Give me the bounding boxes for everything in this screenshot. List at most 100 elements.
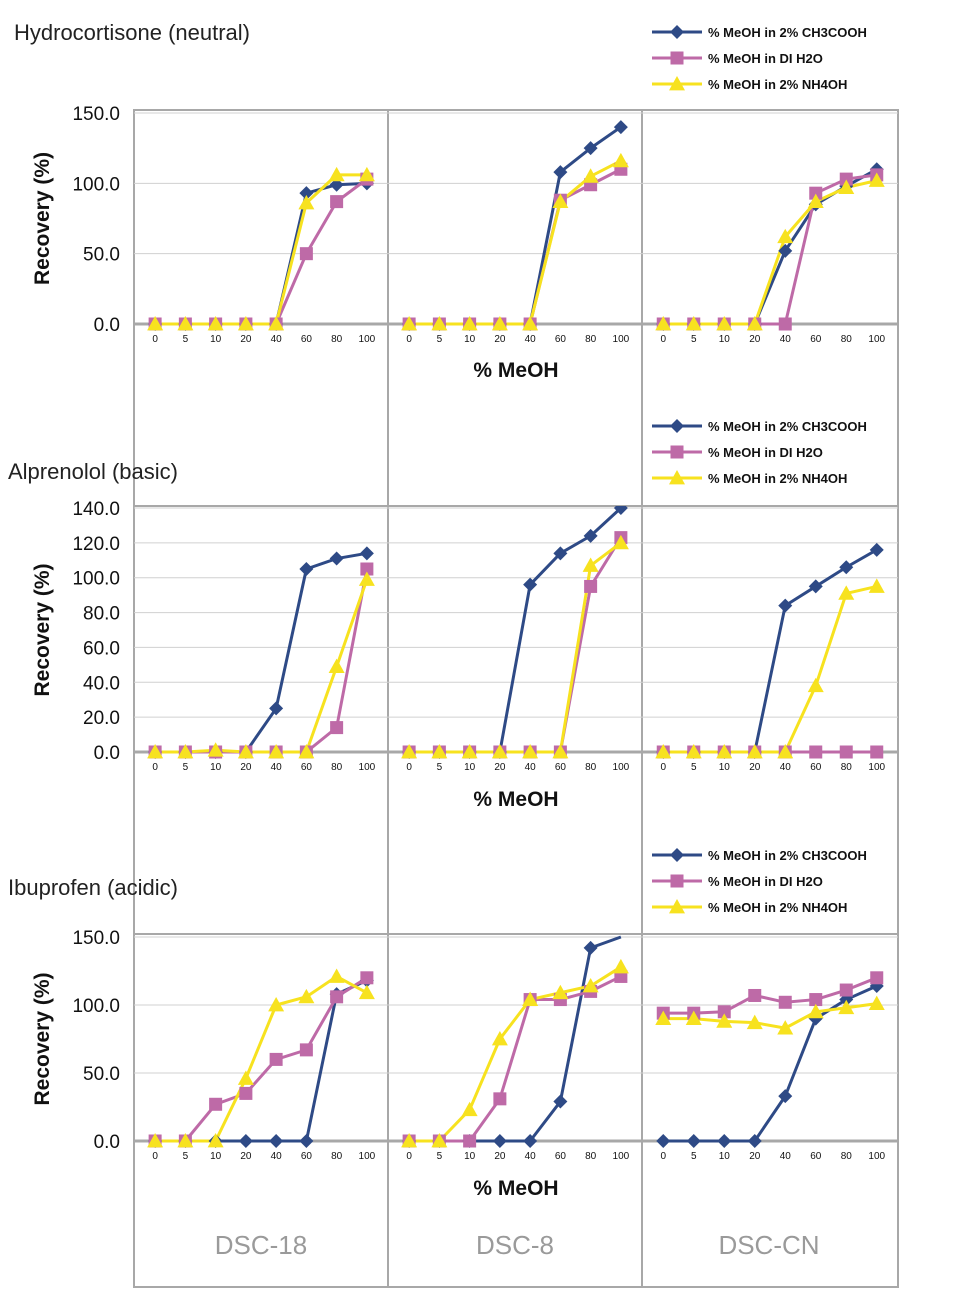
alprenolol-legend: % MeOH in 2% CH3COOH % MeOH in DI H2O % Me…	[652, 419, 867, 486]
y-tick-label: 120.0	[72, 534, 120, 555]
x-tick-label: 40	[525, 1151, 537, 1162]
legend-label-nh4oh: % MeOH in 2% NH4OH	[708, 77, 847, 92]
data-point-ch3cooh	[523, 577, 538, 592]
data-point-nh4oh	[746, 316, 763, 331]
data-point-nh4oh	[655, 316, 672, 331]
data-point-nh4oh	[491, 744, 508, 759]
data-point-ch3cooh	[583, 141, 598, 156]
y-tick-label: 0.0	[94, 743, 120, 764]
data-point-ch3cooh	[869, 542, 884, 557]
x-tick-label: 5	[183, 762, 189, 773]
x-tick-label: 20	[494, 1151, 506, 1162]
legend-marker-ch3cooh	[670, 25, 684, 39]
data-point-ch3cooh	[583, 528, 598, 543]
legend-label-nh4oh: % MeOH in 2% NH4OH	[708, 471, 847, 486]
x-tick-label: 100	[359, 334, 376, 345]
data-point-nh4oh	[268, 997, 285, 1012]
data-point-nh4oh	[358, 166, 375, 182]
legend-label-ch3cooh: % MeOH in 2% CH3COOH	[708, 25, 867, 40]
x-tick-label: 60	[810, 1151, 822, 1162]
data-point-nh4oh	[838, 585, 855, 600]
x-tick-label: 5	[437, 762, 443, 773]
ibuprofen-panel-dsc-cn: 0 5 10 20 40 60 80 100	[655, 971, 886, 1162]
data-point-di-h2o	[839, 172, 853, 186]
legend-marker-nh4oh	[669, 76, 685, 91]
alprenolol-x-axis-label: % MeOH	[473, 788, 558, 811]
legend-marker-di-h2o	[670, 445, 684, 459]
x-tick-label: 80	[331, 1151, 343, 1162]
data-point-di-h2o	[463, 1134, 477, 1148]
data-point-ch3cooh	[686, 1134, 701, 1148]
data-point-nh4oh	[807, 677, 824, 693]
series-group	[655, 542, 885, 759]
data-point-nh4oh	[685, 744, 702, 759]
ibuprofen-chart: Ibuprofen (acidic)% MeOH in 2% CH3COOH% …	[8, 848, 898, 1200]
series-line-ch3cooh	[409, 935, 622, 1143]
x-tick-label: 40	[780, 1151, 792, 1162]
series-line-nh4oh	[663, 584, 878, 754]
data-point-nh4oh	[358, 984, 375, 1000]
y-tick-label: 150.0	[72, 928, 120, 949]
data-point-nh4oh	[868, 578, 885, 593]
x-tick-label: 60	[810, 334, 822, 345]
data-point-di-h2o	[330, 721, 344, 735]
data-point-nh4oh	[431, 316, 448, 331]
data-point-nh4oh	[777, 744, 794, 759]
data-point-ch3cooh	[583, 940, 598, 955]
hydrocortisone-x-axis-label: % MeOH	[473, 359, 558, 382]
hydrocortisone-panel-dsc-cn: 0 5 10 20 40 60 80 100	[655, 162, 886, 345]
data-point-ch3cooh	[299, 186, 314, 201]
x-tick-label: 40	[525, 334, 537, 345]
x-tick-label: 0	[152, 1151, 158, 1162]
y-tick-label: 60.0	[83, 638, 120, 659]
data-point-di-h2o	[748, 988, 762, 1002]
y-tick-label: 50.0	[83, 245, 120, 266]
alprenolol-panel-dsc-8: 0 5 10 20 40 60 80 100	[401, 506, 630, 773]
data-point-nh4oh	[582, 557, 599, 572]
data-point-di-h2o	[809, 745, 823, 759]
hydrocortisone-y-axis-label: Recovery (%)	[31, 152, 54, 285]
x-tick-label: 100	[613, 1151, 630, 1162]
data-point-di-h2o	[299, 1043, 313, 1057]
data-point-nh4oh	[777, 1020, 794, 1035]
data-point-nh4oh	[177, 1133, 194, 1148]
outer-frame	[133, 109, 899, 1288]
series-line-di-h2o	[409, 167, 622, 326]
legend-label-di-h2o: % MeOH in DI H2O	[708, 51, 823, 66]
data-point-nh4oh	[237, 744, 254, 759]
data-point-di-h2o	[360, 971, 374, 985]
alprenolol-panel-dsc-cn: 0 5 10 20 40 60 80 100	[655, 542, 886, 773]
data-point-nh4oh	[237, 1070, 254, 1085]
x-tick-label: 100	[359, 762, 376, 773]
data-point-nh4oh	[716, 1013, 733, 1028]
data-point-nh4oh	[207, 742, 224, 757]
data-point-di-h2o	[870, 971, 884, 985]
data-point-nh4oh	[401, 1133, 418, 1148]
charts-layer: Hydrocortisone (neutral) % MeOH in 2% CH3…	[8, 20, 898, 1200]
x-tick-label: 10	[719, 1151, 731, 1162]
x-tick-label: 20	[749, 334, 761, 345]
data-point-nh4oh	[177, 744, 194, 759]
x-tick-label: 100	[868, 1151, 885, 1162]
data-point-di-h2o	[269, 1052, 283, 1066]
series-line-di-h2o	[409, 975, 622, 1143]
data-point-di-h2o	[584, 579, 598, 593]
hydrocortisone-panel-dsc-18: 0 5 10 20 40 60 80 100	[147, 166, 376, 345]
x-tick-label: 0	[660, 762, 666, 773]
x-tick-label: 80	[841, 1151, 853, 1162]
x-tick-label: 0	[406, 762, 412, 773]
data-point-nh4oh	[207, 1133, 224, 1148]
data-point-nh4oh	[491, 1031, 508, 1046]
x-tick-label: 40	[271, 762, 283, 773]
x-tick-label: 80	[841, 762, 853, 773]
data-point-ch3cooh	[553, 165, 568, 180]
y-tick-label: 40.0	[83, 673, 120, 694]
legend-label-nh4oh: % MeOH in 2% NH4OH	[708, 900, 847, 915]
x-tick-label: 0	[152, 334, 158, 345]
data-point-nh4oh	[807, 1003, 824, 1019]
ibuprofen-panel-dsc-8: 0 5 10 20 40 60 80 100	[401, 935, 630, 1162]
data-point-di-h2o	[778, 995, 792, 1009]
data-point-di-h2o	[209, 1097, 223, 1111]
x-tick-label: 10	[719, 334, 731, 345]
